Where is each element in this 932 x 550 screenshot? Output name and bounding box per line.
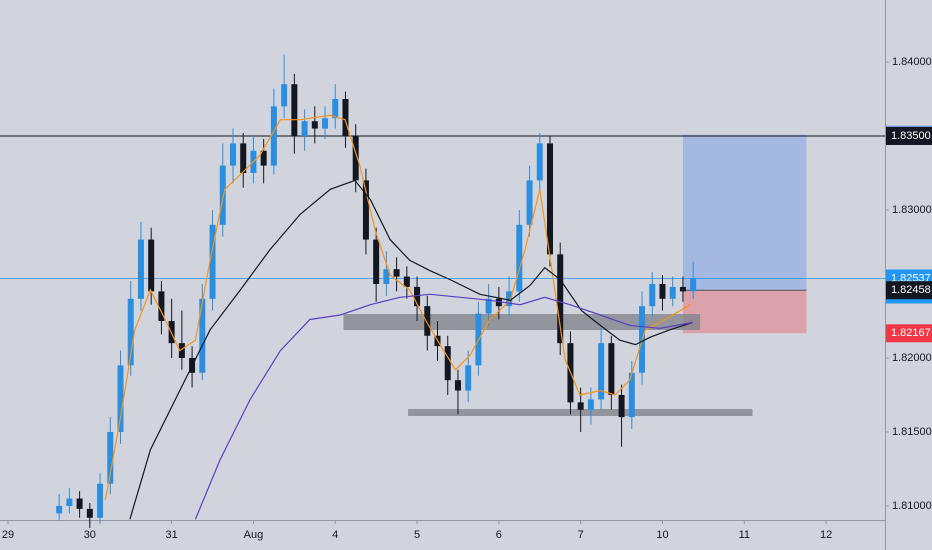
candle-body bbox=[219, 165, 226, 225]
candle-body bbox=[270, 106, 277, 166]
candle-body bbox=[240, 143, 247, 173]
candle-body bbox=[158, 291, 165, 321]
x-tick-label: 12 bbox=[820, 529, 832, 541]
candle-body bbox=[301, 121, 308, 136]
candle-body bbox=[209, 224, 216, 299]
x-tick-label: 11 bbox=[739, 529, 750, 541]
hline-label: 1.83500 bbox=[891, 130, 931, 142]
candle-body bbox=[465, 365, 472, 391]
candle-body bbox=[485, 298, 492, 314]
candle-body bbox=[86, 508, 93, 518]
candle-body bbox=[618, 394, 625, 418]
x-tick-label: Aug bbox=[244, 529, 264, 541]
x-tick-label: 29 bbox=[2, 529, 14, 541]
candle-body bbox=[291, 84, 298, 136]
candle-body bbox=[454, 380, 461, 391]
candle-body bbox=[393, 269, 400, 277]
candle-body bbox=[107, 431, 114, 484]
candle-body bbox=[97, 483, 104, 518]
candle-body bbox=[628, 372, 635, 418]
candle-body bbox=[66, 498, 73, 506]
x-tick-label: 31 bbox=[166, 529, 178, 541]
candle-body bbox=[281, 84, 288, 107]
candle-body bbox=[679, 286, 686, 292]
entry-label: 1.82458 bbox=[891, 284, 931, 296]
candle-body bbox=[506, 291, 513, 307]
entry-label-box bbox=[886, 281, 932, 300]
candle-body bbox=[117, 365, 124, 432]
y-tick-label: 1.82000 bbox=[892, 352, 932, 364]
stop-label-box bbox=[886, 324, 932, 343]
x-tick-label: 30 bbox=[84, 529, 96, 541]
candle-body bbox=[199, 298, 206, 373]
hline-label-box bbox=[886, 126, 932, 145]
zone bbox=[343, 314, 701, 330]
candle-body bbox=[414, 286, 421, 307]
candle-body bbox=[362, 180, 369, 240]
y-tick-label: 1.84000 bbox=[892, 56, 932, 68]
candle-body bbox=[311, 121, 318, 129]
candle-body bbox=[178, 343, 185, 358]
candle-body bbox=[260, 150, 267, 166]
moving-average bbox=[194, 293, 693, 520]
stop-label: 1.82167 bbox=[891, 327, 931, 339]
loss-zone bbox=[682, 290, 807, 334]
candle-body bbox=[649, 283, 656, 307]
candle-body bbox=[403, 276, 410, 287]
profit-zone bbox=[682, 134, 807, 291]
y-tick-label: 1.83000 bbox=[892, 204, 932, 216]
candle-body bbox=[332, 98, 339, 119]
moving-average bbox=[129, 179, 693, 520]
candle-body bbox=[444, 346, 451, 381]
x-tick-label: 5 bbox=[414, 529, 420, 541]
candle-body bbox=[56, 505, 63, 514]
y-tick-label: 1.81500 bbox=[892, 426, 932, 438]
candle-body bbox=[516, 224, 523, 292]
candle-body bbox=[373, 239, 380, 284]
candle-body bbox=[383, 269, 390, 284]
candle-body bbox=[127, 298, 134, 366]
candle-body bbox=[526, 180, 533, 225]
candle-body bbox=[536, 143, 543, 181]
candle-body bbox=[557, 254, 564, 344]
candle-body bbox=[148, 239, 155, 292]
candle-body bbox=[669, 286, 676, 299]
candle-body bbox=[495, 298, 502, 307]
candle-body bbox=[690, 278, 697, 292]
candle-body bbox=[659, 283, 666, 299]
candle-body bbox=[577, 402, 584, 410]
y-tick-label: 1.81000 bbox=[892, 500, 932, 512]
x-tick-label: 7 bbox=[578, 529, 584, 541]
candle-body bbox=[322, 118, 329, 129]
x-tick-label: 6 bbox=[496, 529, 502, 541]
candle-body bbox=[352, 135, 359, 181]
candle-body bbox=[598, 343, 605, 400]
candle-body bbox=[546, 143, 553, 255]
candle-body bbox=[76, 498, 83, 509]
x-tick-label: 10 bbox=[656, 529, 668, 541]
moving-average bbox=[104, 114, 691, 501]
candle-body bbox=[137, 239, 144, 299]
candle-body bbox=[608, 343, 615, 395]
candle-body bbox=[342, 98, 349, 136]
candle-body bbox=[229, 143, 236, 166]
x-tick-label: 4 bbox=[332, 529, 338, 541]
candle-body bbox=[424, 306, 431, 336]
candle-body bbox=[587, 399, 594, 410]
